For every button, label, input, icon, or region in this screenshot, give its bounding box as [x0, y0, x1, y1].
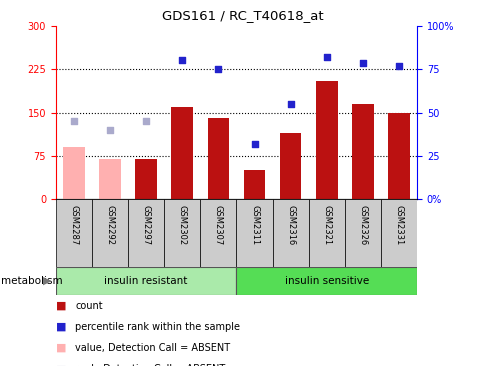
- Text: ■: ■: [56, 300, 66, 311]
- Point: [70, 118, 77, 124]
- Text: GDS161 / RC_T40618_at: GDS161 / RC_T40618_at: [161, 9, 323, 22]
- Text: insulin resistant: insulin resistant: [104, 276, 187, 286]
- Bar: [164, 199, 200, 267]
- Text: GSM2292: GSM2292: [105, 205, 114, 245]
- Text: ■: ■: [56, 364, 66, 366]
- Bar: [387, 113, 409, 199]
- Text: metabolism: metabolism: [1, 276, 63, 286]
- Bar: [236, 199, 272, 267]
- Point: [214, 66, 222, 72]
- Text: GSM2311: GSM2311: [249, 205, 258, 245]
- Bar: [243, 171, 265, 199]
- Text: ▶: ▶: [43, 276, 52, 286]
- Bar: [315, 81, 337, 199]
- Point: [394, 63, 402, 69]
- Bar: [135, 159, 157, 199]
- Bar: [92, 199, 128, 267]
- Bar: [344, 199, 380, 267]
- Point: [358, 60, 366, 66]
- Point: [178, 57, 186, 63]
- Text: GSM2287: GSM2287: [69, 205, 78, 245]
- Bar: [171, 107, 193, 199]
- Text: GSM2316: GSM2316: [286, 205, 295, 245]
- Text: GSM2297: GSM2297: [141, 205, 151, 245]
- Bar: [56, 267, 236, 295]
- Text: GSM2331: GSM2331: [393, 205, 403, 245]
- Point: [286, 101, 294, 107]
- Bar: [56, 199, 92, 267]
- Point: [106, 127, 114, 133]
- Text: GSM2326: GSM2326: [358, 205, 367, 245]
- Bar: [308, 199, 344, 267]
- Text: GSM2321: GSM2321: [321, 205, 331, 245]
- Bar: [279, 133, 301, 199]
- Text: rank, Detection Call = ABSENT: rank, Detection Call = ABSENT: [75, 364, 225, 366]
- Point: [322, 55, 330, 60]
- Bar: [236, 267, 416, 295]
- Bar: [351, 104, 373, 199]
- Bar: [380, 199, 416, 267]
- Bar: [207, 118, 229, 199]
- Bar: [99, 159, 121, 199]
- Text: insulin sensitive: insulin sensitive: [284, 276, 368, 286]
- Bar: [272, 199, 308, 267]
- Bar: [63, 147, 85, 199]
- Point: [250, 142, 258, 147]
- Bar: [200, 199, 236, 267]
- Text: percentile rank within the sample: percentile rank within the sample: [75, 322, 240, 332]
- Text: count: count: [75, 300, 103, 311]
- Text: ■: ■: [56, 343, 66, 353]
- Text: value, Detection Call = ABSENT: value, Detection Call = ABSENT: [75, 343, 230, 353]
- Point: [142, 118, 150, 124]
- Bar: [128, 199, 164, 267]
- Text: ■: ■: [56, 322, 66, 332]
- Text: GSM2307: GSM2307: [213, 205, 223, 245]
- Text: GSM2302: GSM2302: [177, 205, 186, 245]
